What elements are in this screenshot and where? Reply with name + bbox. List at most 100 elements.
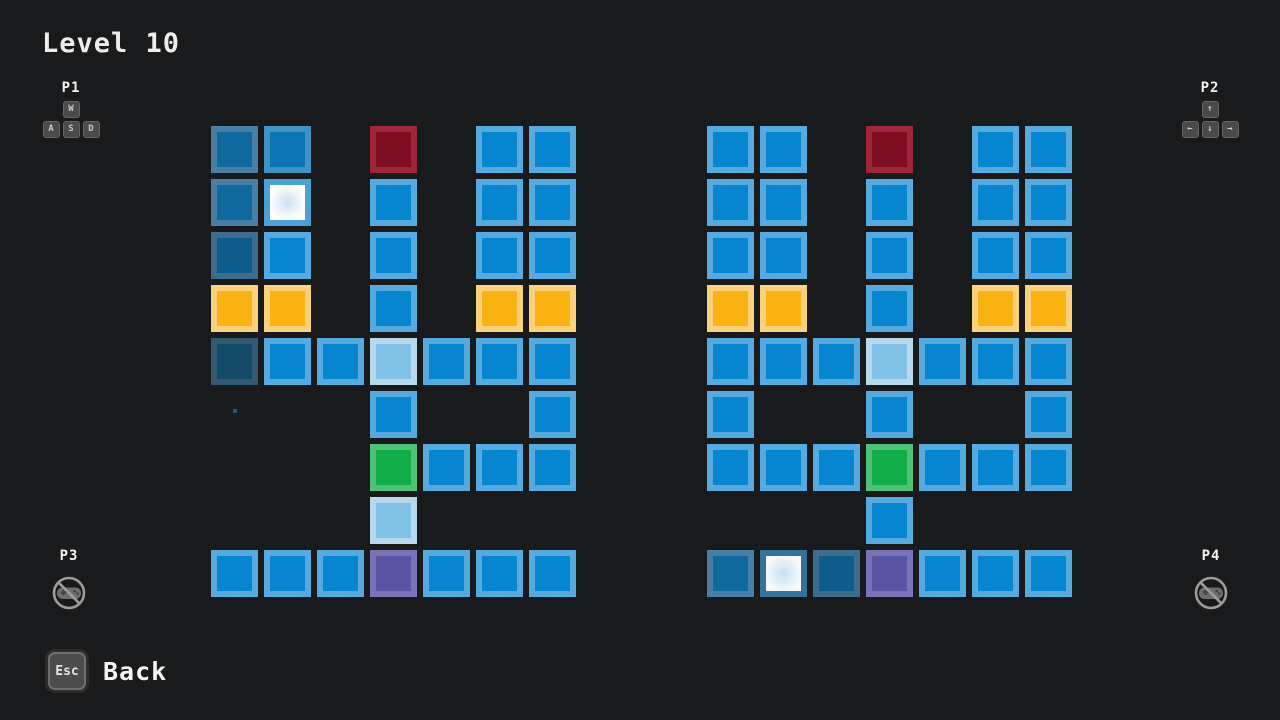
tile-yellow bbox=[707, 285, 754, 332]
key-down-arrow-icon: ↓ bbox=[1201, 120, 1219, 138]
player3-label: P3 bbox=[59, 548, 79, 564]
tile-blue bbox=[972, 444, 1019, 491]
player2-hud: P2 ↑ ← ↓ → bbox=[1179, 80, 1241, 139]
key-s-icon: S bbox=[62, 120, 80, 138]
tile-blue bbox=[1025, 444, 1072, 491]
tile-blue bbox=[529, 126, 576, 173]
tile-blue bbox=[476, 444, 523, 491]
player2-label: P2 bbox=[1200, 80, 1220, 96]
tile-blue bbox=[529, 550, 576, 597]
key-a-icon: A bbox=[42, 120, 60, 138]
tile-blue bbox=[1025, 232, 1072, 279]
tile-blue bbox=[707, 232, 754, 279]
tile-yellow bbox=[1025, 285, 1072, 332]
tile-blue bbox=[317, 338, 364, 385]
tile-red bbox=[866, 126, 913, 173]
tile-yellow bbox=[264, 285, 311, 332]
key-w-icon: W bbox=[62, 100, 80, 118]
tile-blue bbox=[972, 550, 1019, 597]
key-d-icon: D bbox=[82, 120, 100, 138]
esc-key-icon: Esc bbox=[48, 652, 86, 690]
gamepad-disabled-icon bbox=[1194, 576, 1228, 610]
tile-blue bbox=[866, 285, 913, 332]
tile-yellow bbox=[972, 285, 1019, 332]
tile-blue bbox=[760, 444, 807, 491]
tile-blue bbox=[760, 179, 807, 226]
tile-blue bbox=[707, 444, 754, 491]
key-up-arrow-icon: ↑ bbox=[1201, 100, 1219, 118]
tile-yellow bbox=[211, 285, 258, 332]
tile-blue-dim bbox=[211, 126, 258, 173]
tile-blue bbox=[972, 126, 1019, 173]
tile-blue bbox=[264, 338, 311, 385]
tile-blue bbox=[476, 179, 523, 226]
back-label: Back bbox=[103, 656, 168, 686]
tile-blue bbox=[972, 179, 1019, 226]
tile-blue bbox=[1025, 126, 1072, 173]
tile-player-white-dim bbox=[760, 550, 807, 597]
tile-blue bbox=[707, 126, 754, 173]
tile-purple bbox=[866, 550, 913, 597]
tile-blue bbox=[476, 338, 523, 385]
tile-blue bbox=[529, 179, 576, 226]
tile-blue bbox=[476, 126, 523, 173]
tile-blue bbox=[317, 550, 364, 597]
player4-hud: P4 bbox=[1180, 548, 1242, 613]
tile-blue bbox=[866, 497, 913, 544]
tile-blue bbox=[423, 338, 470, 385]
tile-blue bbox=[370, 285, 417, 332]
tile-blue bbox=[211, 550, 258, 597]
back-button[interactable]: Esc Back bbox=[48, 652, 167, 690]
tile-blue bbox=[760, 126, 807, 173]
player4-label: P4 bbox=[1201, 548, 1221, 564]
tile-blue bbox=[423, 444, 470, 491]
tile-blue bbox=[264, 232, 311, 279]
tile-blue bbox=[760, 232, 807, 279]
tile-blue bbox=[370, 232, 417, 279]
tile-purple bbox=[370, 550, 417, 597]
tile-blue bbox=[1025, 338, 1072, 385]
tile-blue bbox=[707, 179, 754, 226]
tile-yellow bbox=[476, 285, 523, 332]
player1-label: P1 bbox=[61, 80, 81, 96]
player1-hud: P1 W A S D bbox=[40, 80, 102, 139]
tile-blue bbox=[866, 179, 913, 226]
tile-green bbox=[866, 444, 913, 491]
tile-player-white bbox=[264, 179, 311, 226]
tile-light-blue bbox=[370, 338, 417, 385]
tile-blue bbox=[813, 444, 860, 491]
tile-yellow bbox=[529, 285, 576, 332]
tile-blue bbox=[760, 338, 807, 385]
tile-blue-dimmer bbox=[211, 232, 258, 279]
key-right-arrow-icon: → bbox=[1221, 120, 1239, 138]
tile-blue bbox=[1025, 391, 1072, 438]
tile-blue-darkest bbox=[211, 338, 258, 385]
tile-blue bbox=[707, 391, 754, 438]
player3-hud: P3 bbox=[38, 548, 100, 613]
tile-blue bbox=[529, 338, 576, 385]
tile-blue bbox=[919, 338, 966, 385]
tile-green bbox=[370, 444, 417, 491]
tile-blue bbox=[707, 338, 754, 385]
tile-blue bbox=[370, 391, 417, 438]
key-left-arrow-icon: ← bbox=[1181, 120, 1199, 138]
tile-red bbox=[370, 126, 417, 173]
tile-light-blue bbox=[370, 497, 417, 544]
tile-blue bbox=[476, 232, 523, 279]
tile-blue-fading bbox=[264, 126, 311, 173]
tile-blue bbox=[919, 550, 966, 597]
tile-blue bbox=[866, 391, 913, 438]
tile-blue bbox=[1025, 179, 1072, 226]
tile-blue bbox=[264, 550, 311, 597]
tile-blue-dim bbox=[211, 179, 258, 226]
tile-blue bbox=[423, 550, 470, 597]
tile-blue bbox=[1025, 550, 1072, 597]
level-title: Level 10 bbox=[42, 28, 181, 59]
gamepad-disabled-icon bbox=[52, 576, 86, 610]
tile-blue bbox=[529, 444, 576, 491]
tile-blue bbox=[866, 232, 913, 279]
tile-particle bbox=[233, 409, 237, 413]
tile-blue bbox=[972, 338, 1019, 385]
tile-blue bbox=[919, 444, 966, 491]
tile-blue bbox=[529, 391, 576, 438]
